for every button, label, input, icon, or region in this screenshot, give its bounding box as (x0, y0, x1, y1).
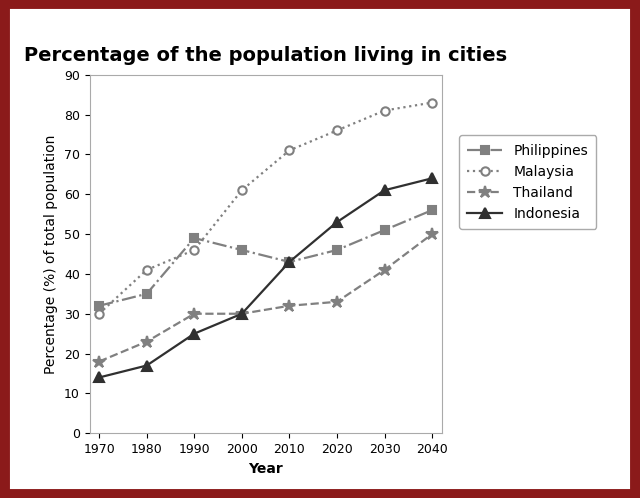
Philippines (381, 227, 388, 233)
Malaysia (333, 127, 340, 133)
Malaysia (238, 187, 246, 193)
Thailand (428, 231, 436, 237)
Line: Philippines: Philippines (95, 206, 436, 310)
Malaysia (143, 267, 150, 273)
Thailand (238, 311, 246, 317)
Thailand (285, 303, 293, 309)
Indonesia (381, 187, 388, 193)
Indonesia (333, 219, 340, 225)
Indonesia (428, 175, 436, 181)
Y-axis label: Percentage (%) of total population: Percentage (%) of total population (44, 134, 58, 374)
Title: Percentage of the population living in cities: Percentage of the population living in c… (24, 46, 507, 65)
Malaysia (285, 147, 293, 153)
Philippines (191, 235, 198, 241)
Line: Thailand: Thailand (93, 228, 438, 368)
Thailand (381, 267, 388, 273)
Indonesia (95, 374, 103, 380)
Philippines (238, 247, 246, 253)
Thailand (95, 359, 103, 365)
Legend: Philippines, Malaysia, Thailand, Indonesia: Philippines, Malaysia, Thailand, Indones… (459, 135, 596, 229)
Philippines (95, 303, 103, 309)
Indonesia (238, 311, 246, 317)
Line: Indonesia: Indonesia (94, 173, 437, 382)
Indonesia (191, 331, 198, 337)
Malaysia (191, 247, 198, 253)
Line: Malaysia: Malaysia (95, 99, 436, 318)
Thailand (143, 339, 150, 345)
Indonesia (285, 259, 293, 265)
Philippines (143, 291, 150, 297)
Malaysia (95, 311, 103, 317)
Philippines (333, 247, 340, 253)
Philippines (285, 259, 293, 265)
Indonesia (143, 363, 150, 369)
X-axis label: Year: Year (248, 462, 283, 476)
Malaysia (381, 108, 388, 114)
Malaysia (428, 100, 436, 106)
Philippines (428, 207, 436, 213)
Thailand (191, 311, 198, 317)
Thailand (333, 299, 340, 305)
